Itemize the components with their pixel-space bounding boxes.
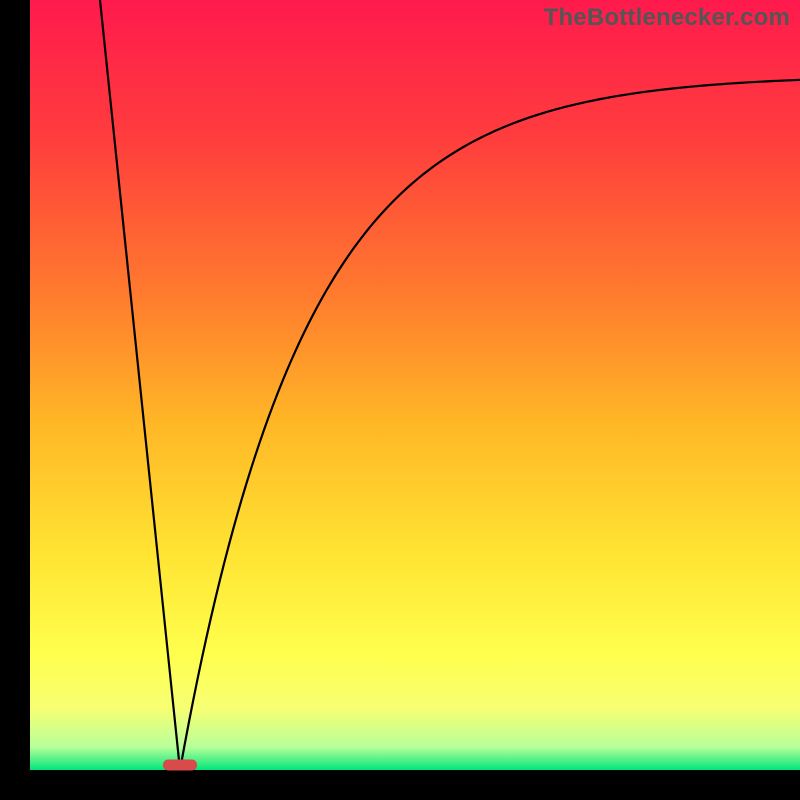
optimal-marker — [163, 760, 197, 771]
plot-area — [30, 0, 800, 770]
watermark-text: TheBottlenecker.com — [544, 4, 790, 32]
chart-container: TheBottlenecker.com — [0, 0, 800, 800]
chart-svg — [0, 0, 800, 800]
